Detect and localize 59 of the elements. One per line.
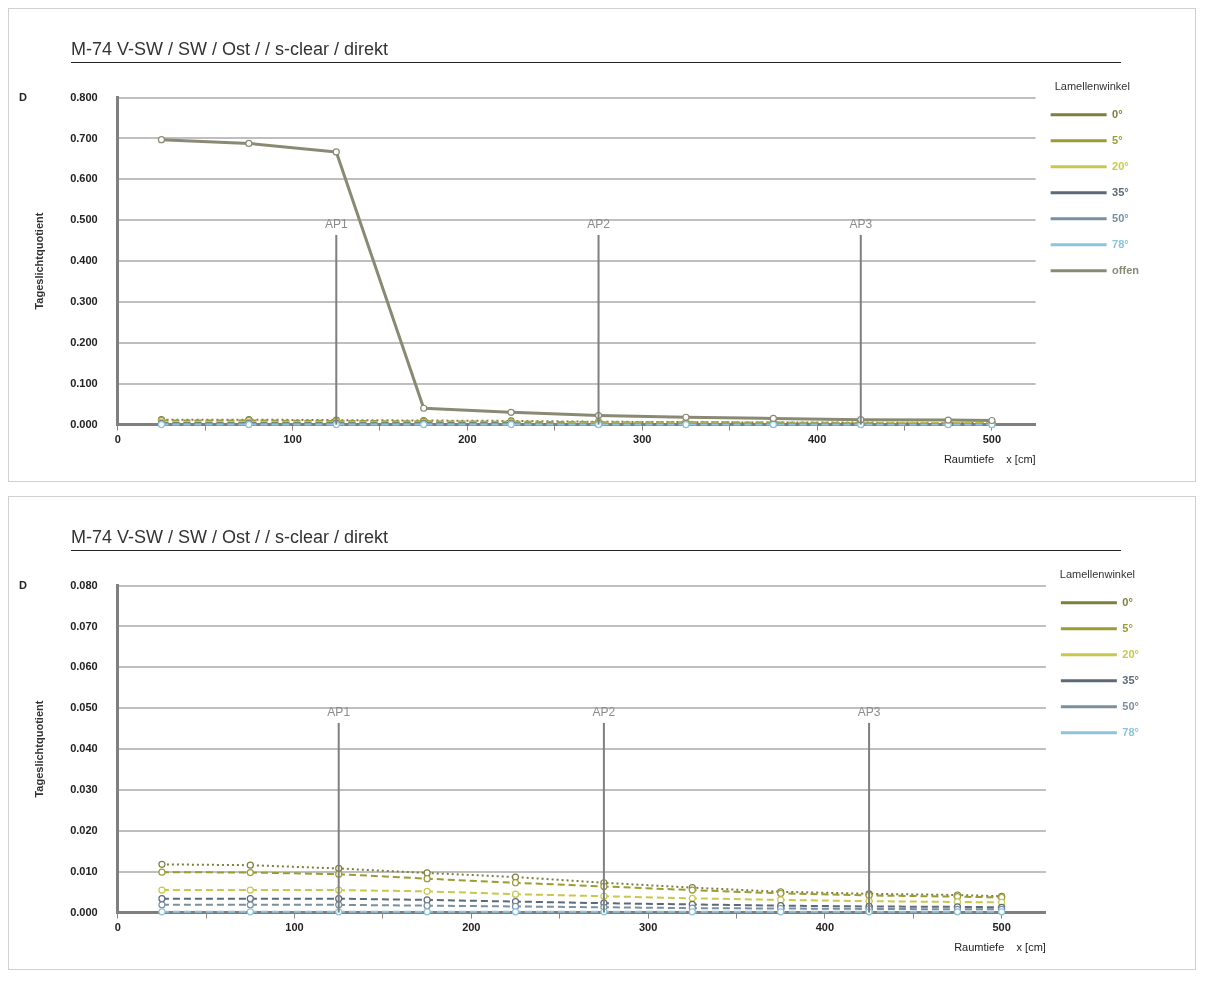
y-tick-label: 0.600 (70, 172, 98, 185)
text: 50° (1112, 211, 1129, 224)
x-tick-label: 0 (114, 921, 121, 934)
text: 78° (1112, 237, 1129, 250)
x-tick-label: 100 (283, 433, 302, 446)
x-tick-label: 500 (992, 921, 1011, 934)
x-tick-label: 500 (982, 433, 1002, 446)
x-tick-label: 0 (114, 433, 121, 446)
y-tick-label: 0.400 (70, 254, 98, 267)
y-axis-title: Tageslichtquotient (32, 212, 45, 310)
text: 0° (1122, 595, 1133, 608)
text: 0° (1112, 107, 1123, 120)
text: 5° (1112, 133, 1123, 146)
y-tick-label: 0.500 (70, 213, 98, 226)
text: 20° (1122, 647, 1140, 660)
y-tick-label: 0.020 (70, 823, 98, 836)
y-tick-label: 0.080 (70, 578, 98, 591)
y-tick-label: 0.000 (70, 905, 98, 918)
text: 5° (1122, 621, 1133, 634)
x-tick-label: 300 (633, 433, 652, 446)
ref-line-label: AP3 (849, 217, 873, 232)
y-tick-label: 0.050 (70, 701, 98, 714)
text: 35° (1122, 673, 1140, 686)
x-tick-label: 200 (458, 433, 477, 446)
legend-title: Lamellenwinkel (1059, 567, 1136, 580)
legend-title: Lamellenwinkel (1054, 79, 1130, 92)
y-tick-label: 0.040 (70, 742, 98, 755)
y-tick-label: 0.800 (70, 90, 98, 103)
text: 78° (1122, 725, 1140, 738)
ref-line-label: AP3 (857, 705, 881, 720)
x-tick-label: 300 (638, 921, 658, 934)
y-tick-label: 0.700 (70, 131, 98, 144)
x-tick-label: 400 (815, 921, 835, 934)
x-axis-title: Raumtiefe x [cm] (943, 453, 1036, 466)
y-tick-label: 0.010 (70, 864, 98, 877)
y-tick-label: 0.060 (70, 660, 98, 673)
y-tick-label: 0.070 (70, 619, 98, 632)
y-tick-label: 0.300 (70, 295, 98, 308)
ref-line-label: AP1 (327, 705, 351, 720)
text: 50° (1122, 699, 1140, 712)
x-axis-title: Raumtiefe x [cm] (954, 941, 1046, 954)
x-tick-label: 400 (807, 433, 827, 446)
text: D (19, 578, 27, 591)
text: 20° (1112, 159, 1129, 172)
y-axis-title: Tageslichtquotient (32, 700, 45, 798)
ref-line-label: AP1 (324, 217, 348, 232)
ref-line-label: AP2 (592, 705, 616, 720)
y-tick-label: 0.000 (70, 417, 98, 430)
text: 35° (1112, 185, 1129, 198)
chart-title: M-74 V-SW / SW / Ost / / s-clear / direkt (71, 39, 1121, 63)
y-tick-label: 0.200 (70, 335, 98, 348)
ref-line-label: AP2 (587, 217, 611, 232)
chart-title: M-74 V-SW / SW / Ost / / s-clear / direkt (71, 527, 1121, 551)
text: offen (1112, 263, 1140, 276)
y-tick-label: 0.100 (70, 376, 98, 389)
x-tick-label: 200 (462, 921, 481, 934)
text: D (19, 90, 27, 103)
x-tick-label: 100 (285, 921, 304, 934)
y-tick-label: 0.030 (70, 783, 98, 796)
